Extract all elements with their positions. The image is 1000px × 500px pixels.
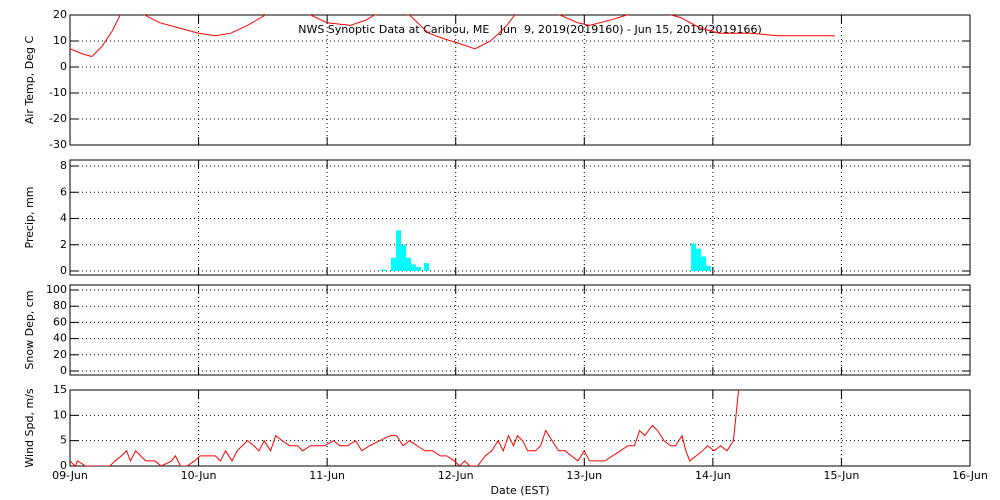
bar xyxy=(401,244,407,271)
x-tick-label: 14-Jun xyxy=(695,469,731,482)
y-tick-label: 0 xyxy=(60,459,67,472)
y-tick-label: 80 xyxy=(53,299,67,312)
y-axis-label: Wind Spd, m/s xyxy=(23,388,36,468)
y-axis-label: Air Temp, Deg C xyxy=(23,36,36,125)
x-tick-label: 10-Jun xyxy=(181,469,217,482)
x-tick-label: 11-Jun xyxy=(309,469,345,482)
x-axis-label: Date (EST) xyxy=(490,484,549,497)
bar xyxy=(701,256,707,271)
y-tick-label: 100 xyxy=(46,283,67,296)
y-tick-label: 2 xyxy=(60,238,67,251)
y-tick-label: 4 xyxy=(60,212,67,225)
y-tick-label: 5 xyxy=(60,434,67,447)
y-tick-label: -10 xyxy=(49,86,67,99)
x-tick-label: 12-Jun xyxy=(438,469,474,482)
plot-frame xyxy=(69,159,971,276)
y-tick-label: -30 xyxy=(49,138,67,151)
y-tick-label: 8 xyxy=(60,159,67,172)
bar xyxy=(390,257,396,271)
y-tick-label: 20 xyxy=(53,348,67,361)
series xyxy=(70,390,740,466)
y-tick-label: 0 xyxy=(60,364,67,377)
y-tick-label: 60 xyxy=(53,315,67,328)
bar xyxy=(411,264,417,271)
bar xyxy=(406,257,412,271)
x-tick-label: 13-Jun xyxy=(566,469,602,482)
y-tick-label: 40 xyxy=(53,332,67,345)
bar xyxy=(691,243,697,271)
bar xyxy=(424,263,430,271)
bar xyxy=(705,265,711,271)
x-tick-label: 15-Jun xyxy=(824,469,860,482)
y-axis-label: Precip, mm xyxy=(23,187,36,249)
y-tick-label: 15 xyxy=(53,383,67,396)
chart-title: NWS Synoptic Data at Caribou, ME Jun 9, … xyxy=(298,23,762,36)
x-tick-label: 09-Jun xyxy=(52,469,88,482)
bar xyxy=(380,269,386,271)
plot-frame xyxy=(69,14,971,146)
plot-frame xyxy=(69,284,971,376)
y-tick-label: 10 xyxy=(53,34,67,47)
y-tick-label: 0 xyxy=(60,264,67,277)
line xyxy=(70,390,740,466)
y-tick-label: 10 xyxy=(53,408,67,421)
y-tick-label: 6 xyxy=(60,185,67,198)
plot-frame xyxy=(69,389,971,467)
bar xyxy=(396,230,401,271)
x-tick-label: 16-Jun xyxy=(952,469,988,482)
y-tick-label: 20 xyxy=(53,8,67,21)
y-tick-label: -20 xyxy=(49,112,67,125)
series xyxy=(380,230,711,271)
bar xyxy=(696,248,702,271)
y-axis-label: Snow Dep, cm xyxy=(23,290,36,369)
bar xyxy=(416,267,422,271)
y-tick-label: 0 xyxy=(60,60,67,73)
